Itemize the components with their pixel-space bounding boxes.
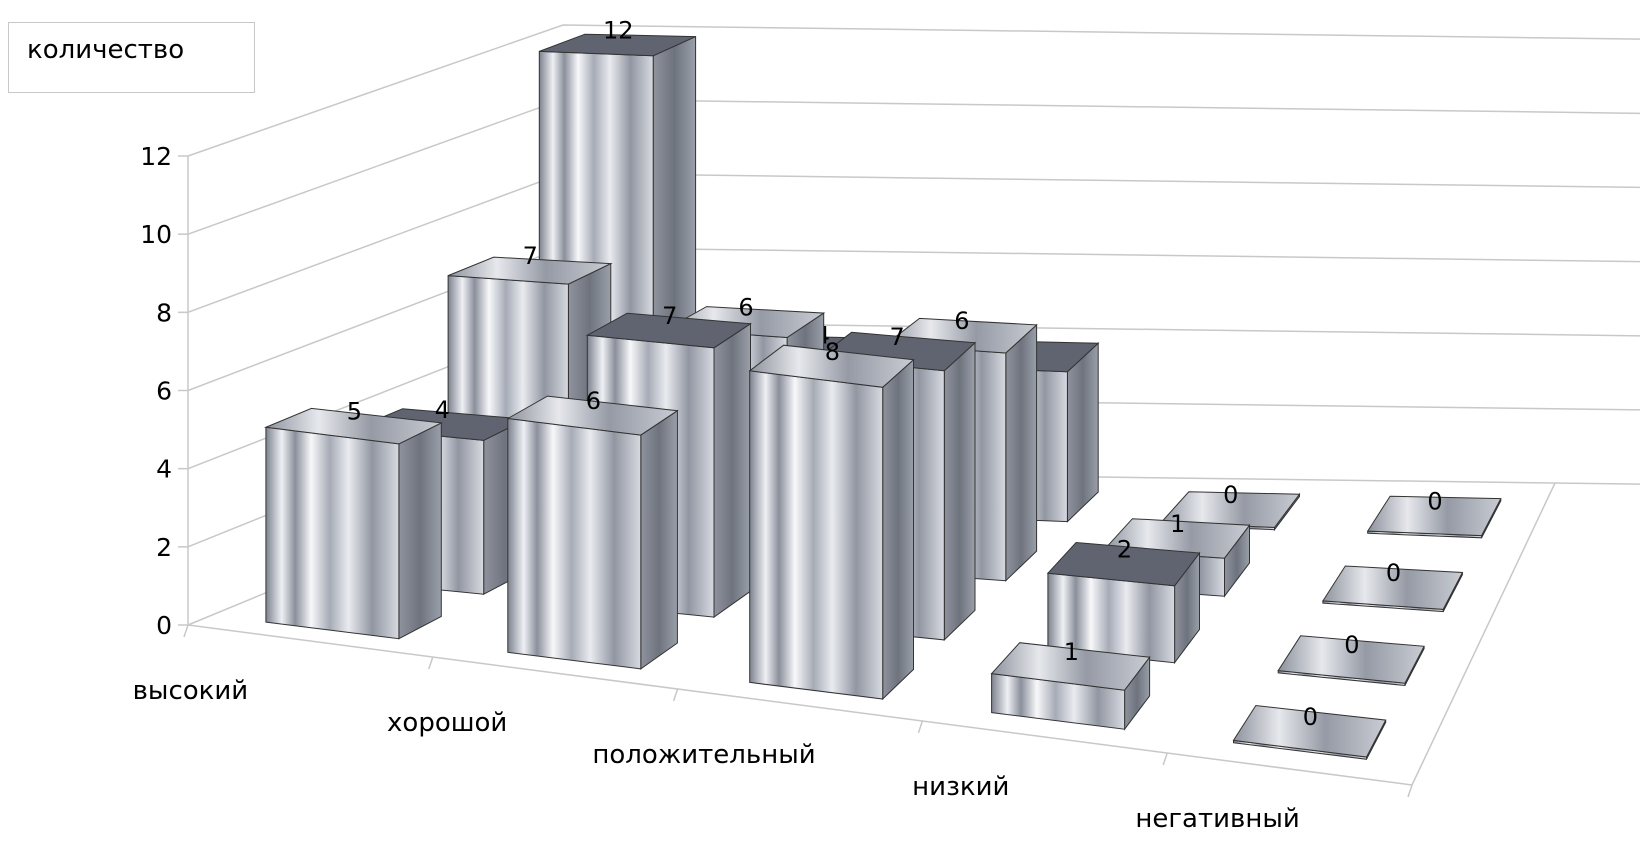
bar-side xyxy=(398,422,442,640)
gridline xyxy=(187,24,1640,157)
x-tick-mark xyxy=(1407,784,1413,798)
bar-top xyxy=(748,344,915,388)
bars: 124400766104772056810 xyxy=(263,17,1502,760)
y-tick-label: 0 xyxy=(156,611,172,640)
bar-top xyxy=(990,642,1151,691)
bar: 5 xyxy=(263,398,444,640)
legend-label: количество xyxy=(27,35,185,65)
data-label: 5 xyxy=(347,398,362,426)
data-label: 8 xyxy=(825,338,840,366)
bar: 0 xyxy=(1366,487,1502,539)
bar: 8 xyxy=(748,338,915,701)
data-label: 7 xyxy=(889,323,904,351)
bar: 1 xyxy=(990,638,1151,731)
x-tick-mark xyxy=(1162,752,1168,766)
bar-top xyxy=(1322,565,1464,610)
bar-top xyxy=(1232,704,1387,758)
data-label: 0 xyxy=(1223,481,1238,509)
category-labels: высокий хорошой положительный низкий негатив… xyxy=(133,676,1300,834)
y-tick-label: 8 xyxy=(156,298,172,327)
y-tick-label: 2 xyxy=(156,533,172,562)
data-label: 6 xyxy=(586,387,601,415)
category-label: положительный xyxy=(592,740,815,770)
bar-side xyxy=(640,409,678,670)
data-label: 0 xyxy=(1344,631,1359,659)
legend-box: количество xyxy=(8,22,255,93)
bar: 2 xyxy=(1046,536,1201,665)
bar: 0 xyxy=(1277,631,1425,687)
bar-top xyxy=(506,395,679,436)
y-tick-label: 6 xyxy=(156,377,172,406)
category-label: высокий xyxy=(133,676,249,706)
bar-top xyxy=(1277,635,1425,684)
category-label: хорошой xyxy=(387,708,507,738)
data-label: 7 xyxy=(523,242,538,270)
floor-edge xyxy=(1411,482,1556,786)
y-tick-label: 12 xyxy=(140,142,172,171)
data-label: 0 xyxy=(1386,559,1401,587)
y-tick-labels: 0 2 4 6 8 10 12 xyxy=(140,142,172,640)
bar-top xyxy=(539,33,696,57)
bar-front xyxy=(749,370,884,700)
data-label: 12 xyxy=(603,17,634,45)
category-label: негативный xyxy=(1135,804,1299,834)
data-label: 1 xyxy=(1170,510,1185,538)
bar-side xyxy=(713,322,751,619)
gridline xyxy=(187,172,1640,314)
gridline xyxy=(187,98,1640,235)
data-label: 0 xyxy=(1427,487,1442,515)
bar-front xyxy=(507,417,642,670)
data-label: 6 xyxy=(738,294,753,322)
data-label: 2 xyxy=(1117,536,1132,564)
bar-top xyxy=(1366,495,1502,537)
bar-top xyxy=(585,312,752,349)
data-label: 7 xyxy=(662,302,677,330)
bar: 6 xyxy=(506,387,679,670)
data-label: 6 xyxy=(954,307,969,335)
data-label: 1 xyxy=(1064,638,1079,666)
data-label: 4 xyxy=(435,396,450,424)
bar-top xyxy=(263,407,444,445)
x-tick-mark xyxy=(672,688,679,702)
y-tick-label: 10 xyxy=(140,220,172,249)
category-label: низкий xyxy=(912,772,1009,802)
x-tick-mark xyxy=(917,720,924,734)
bar-top xyxy=(1046,541,1201,587)
bar-top xyxy=(447,256,613,285)
x-tick-mark xyxy=(183,624,189,638)
bar-side xyxy=(943,341,976,642)
bar-side xyxy=(1005,323,1038,582)
bar-side xyxy=(1066,342,1099,523)
bar-front xyxy=(265,426,400,640)
bar: 0 xyxy=(1232,703,1387,760)
bar: 0 xyxy=(1322,559,1464,613)
y-tick-label: 4 xyxy=(156,455,172,484)
bar-side xyxy=(882,358,914,701)
data-label: 0 xyxy=(1303,703,1318,731)
x-tick-mark xyxy=(428,656,434,670)
